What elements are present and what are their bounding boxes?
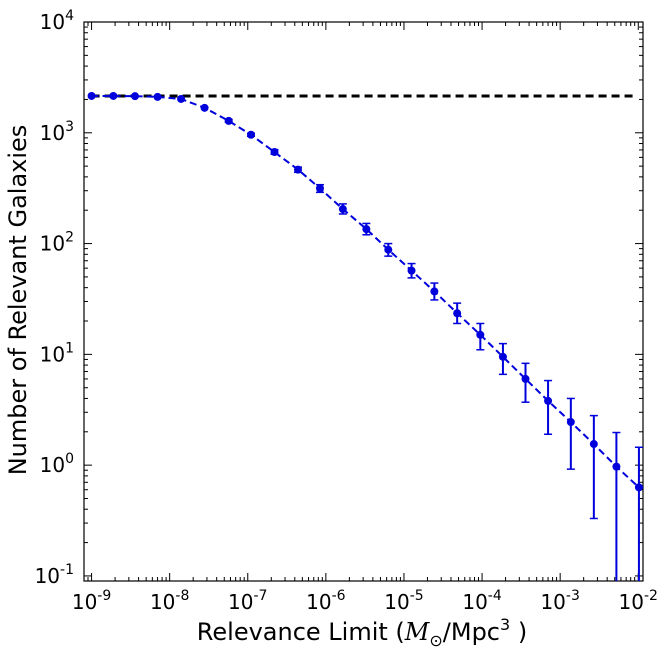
- y-tick-label: 100: [40, 451, 74, 477]
- data-point: [498, 352, 507, 361]
- data-point: [294, 165, 303, 174]
- data-point: [362, 225, 371, 234]
- data-point: [430, 287, 439, 296]
- axis-ticks: [83, 21, 643, 582]
- data-point: [589, 440, 598, 449]
- data-point: [177, 94, 186, 103]
- y-tick-label: 103: [40, 119, 74, 145]
- x-axis-label: Relevance Limit (M⊙/Mpc3 ): [197, 615, 527, 650]
- data-point: [109, 91, 118, 100]
- data-point: [131, 92, 140, 101]
- y-tick-label: 104: [40, 8, 74, 34]
- data-point: [634, 483, 643, 492]
- data-point: [407, 266, 416, 275]
- data-point: [384, 245, 393, 254]
- data-point: [87, 91, 96, 100]
- plot-border: [83, 21, 644, 582]
- y-tick-label: 10-1: [35, 562, 74, 588]
- series-group: [87, 91, 643, 581]
- x-tick-label: 10-3: [540, 588, 579, 614]
- x-tick-label: 10-8: [150, 588, 189, 614]
- data-point: [521, 374, 530, 383]
- data-point: [224, 116, 233, 125]
- y-tick-label: 101: [40, 340, 74, 366]
- data-point: [476, 330, 485, 339]
- tick-labels: 10-9 10-8 10-7 10-6 10-5 10-4 10-3 10-2 10-1 100 1…: [35, 8, 658, 614]
- y-axis-label: Number of Relevant Galaxies: [4, 125, 32, 476]
- x-tick-label: 10-5: [384, 588, 423, 614]
- data-point: [153, 92, 162, 101]
- x-tick-label: 10-2: [619, 588, 658, 614]
- x-tick-label: 10-7: [228, 588, 267, 614]
- plot-frame: [83, 21, 644, 582]
- data-point: [246, 130, 255, 139]
- data-point: [612, 462, 621, 471]
- x-tick-label: 10-9: [72, 588, 111, 614]
- series-line: [91, 95, 640, 489]
- data-point: [315, 184, 324, 193]
- data-point: [453, 309, 462, 318]
- data-point: [544, 396, 553, 405]
- data-point: [338, 205, 347, 214]
- x-tick-label: 10-4: [462, 588, 502, 614]
- data-point: [566, 418, 575, 427]
- y-tick-label: 102: [40, 230, 74, 256]
- data-point: [270, 148, 279, 157]
- x-tick-label: 10-6: [306, 588, 346, 614]
- data-point: [200, 103, 209, 112]
